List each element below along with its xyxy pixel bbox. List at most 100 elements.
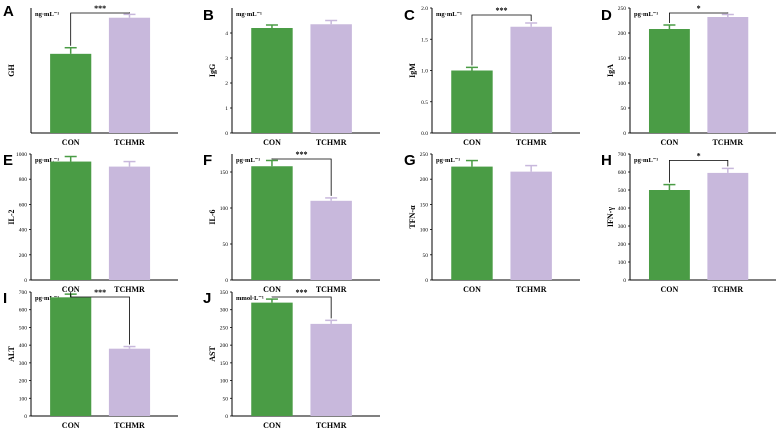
panel-c: C 0.0 0.5 1.0 1.5 2.0 IgM mg·mL⁻¹ CON TCHMR *** xyxy=(404,6,580,147)
y-tick-label: 200 xyxy=(618,31,627,37)
y-tick-label: 0.0 xyxy=(421,131,428,137)
y-axis-label: IL-6 xyxy=(208,209,217,224)
y-axis-label: TFN-α xyxy=(408,205,417,229)
bar-con xyxy=(451,166,493,280)
y-tick-label: 150 xyxy=(618,56,627,62)
y-tick-label: 200 xyxy=(420,177,429,183)
y-tick-label: 100 xyxy=(19,396,28,402)
bar-con xyxy=(50,161,92,280)
panel-d: D 0 50 100 150 200 250 IgA pg·mL⁻¹ CON TCHMR * xyxy=(601,4,776,147)
category-label: CON xyxy=(661,138,679,147)
y-tick-label: 50 xyxy=(223,242,229,248)
bar-con xyxy=(648,190,690,280)
y-tick-label: 500 xyxy=(618,188,627,194)
y-tick-label: 200 xyxy=(19,253,28,259)
significance-bracket xyxy=(271,158,332,196)
bar-tchmr xyxy=(707,17,749,133)
category-label: CON xyxy=(463,285,481,294)
y-tick-label: 0 xyxy=(623,278,626,284)
y-tick-label: 0 xyxy=(425,278,428,284)
y-axis-label: GH xyxy=(7,64,16,77)
category-label: CON xyxy=(62,421,80,430)
y-axis-label: IgA xyxy=(606,64,615,77)
significance-bracket xyxy=(70,12,130,46)
bar-con xyxy=(50,297,92,416)
y-tick-label: 50 xyxy=(423,253,429,259)
y-tick-label: 500 xyxy=(19,325,28,331)
panel-label: B xyxy=(203,7,214,24)
panel-e: E 0 200 400 600 800 1000 IL-2 pg·mL⁻¹ CON TCHMR xyxy=(3,152,178,294)
y-tick-label: 300 xyxy=(618,224,627,230)
bar-tchmr xyxy=(510,26,552,133)
category-label: CON xyxy=(263,421,281,430)
y-tick-label: 1.5 xyxy=(421,37,428,43)
bar-con xyxy=(251,302,293,416)
y-tick-label: 800 xyxy=(19,177,28,183)
y-tick-label: 250 xyxy=(420,152,429,158)
y-tick-label: 250 xyxy=(220,325,229,331)
category-label: CON xyxy=(62,285,80,294)
unit-label: ng·mL⁻¹ xyxy=(35,11,59,18)
y-tick-label: 200 xyxy=(618,242,627,248)
significance-bracket xyxy=(669,159,729,183)
significance-marker: *** xyxy=(94,4,106,13)
bar-tchmr xyxy=(310,24,352,133)
category-label: TCHMR xyxy=(114,285,145,294)
unit-label: mg·mL⁻¹ xyxy=(236,11,262,18)
y-tick-label: 2.0 xyxy=(421,6,428,12)
y-tick-label: 400 xyxy=(19,343,28,349)
panel-f: F 0 50 100 150 IL-6 pg·mL⁻¹ CON TCHMR *** xyxy=(203,150,380,294)
y-tick-label: 100 xyxy=(420,228,429,234)
y-tick-label: 150 xyxy=(220,361,229,367)
y-axis-label: AST xyxy=(208,346,217,362)
category-label: TCHMR xyxy=(316,285,347,294)
y-tick-label: 3 xyxy=(225,56,228,62)
y-tick-label: 300 xyxy=(220,308,229,314)
y-tick-label: 200 xyxy=(19,379,28,385)
y-tick-label: 0 xyxy=(24,414,27,420)
bar-con xyxy=(451,70,493,133)
unit-label: mmol·L⁻¹ xyxy=(236,295,264,302)
significance-marker: *** xyxy=(296,150,308,159)
bar-con xyxy=(50,53,92,134)
y-axis-label: ALT xyxy=(7,345,16,361)
y-tick-label: 0 xyxy=(24,278,27,284)
y-tick-label: 1.0 xyxy=(421,69,428,75)
y-tick-label: 0 xyxy=(225,414,228,420)
panel-g: G 0 50 100 150 200 250 TFN-α pg·mL⁻¹ CON TCHMR xyxy=(404,152,580,294)
unit-label: pg·mL⁻¹ xyxy=(35,295,59,302)
y-tick-label: 100 xyxy=(220,379,229,385)
panel-label: C xyxy=(404,7,415,24)
y-tick-label: 50 xyxy=(621,106,627,112)
unit-label: pg·mL⁻¹ xyxy=(436,157,460,164)
y-tick-label: 100 xyxy=(220,206,229,212)
category-label: CON xyxy=(661,285,679,294)
y-tick-label: 50 xyxy=(223,396,229,402)
category-label: TCHMR xyxy=(516,138,547,147)
panel-label: E xyxy=(3,152,13,169)
y-axis-label: IL-2 xyxy=(7,209,16,224)
y-tick-label: 350 xyxy=(220,290,229,296)
significance-bracket xyxy=(471,14,532,66)
bar-tchmr xyxy=(108,166,151,280)
panel-label: H xyxy=(601,152,612,169)
panel-a: A GH ng·mL⁻¹ CON TCHMR *** xyxy=(3,3,178,147)
category-label: TCHMR xyxy=(712,285,743,294)
bar-tchmr xyxy=(108,348,151,416)
y-axis-label: IFN-γ xyxy=(606,207,615,227)
y-tick-label: 0 xyxy=(225,278,228,284)
y-tick-label: 700 xyxy=(19,290,28,296)
y-axis-label: IgM xyxy=(408,63,417,78)
bar-tchmr xyxy=(310,200,352,280)
y-axis-label: IgG xyxy=(208,64,217,77)
category-label: TCHMR xyxy=(114,138,145,147)
y-tick-label: 200 xyxy=(220,343,229,349)
bar-tchmr xyxy=(707,172,749,280)
panel-label: G xyxy=(404,152,416,169)
panel-label: J xyxy=(203,290,211,307)
panel-b: B 0 1 2 3 4 IgG mg·mL⁻¹ CON TCHMR xyxy=(203,7,380,147)
unit-label: pg·mL⁻¹ xyxy=(236,157,260,164)
significance-marker: * xyxy=(697,151,701,160)
panel-label: I xyxy=(3,290,7,307)
category-label: TCHMR xyxy=(316,138,347,147)
